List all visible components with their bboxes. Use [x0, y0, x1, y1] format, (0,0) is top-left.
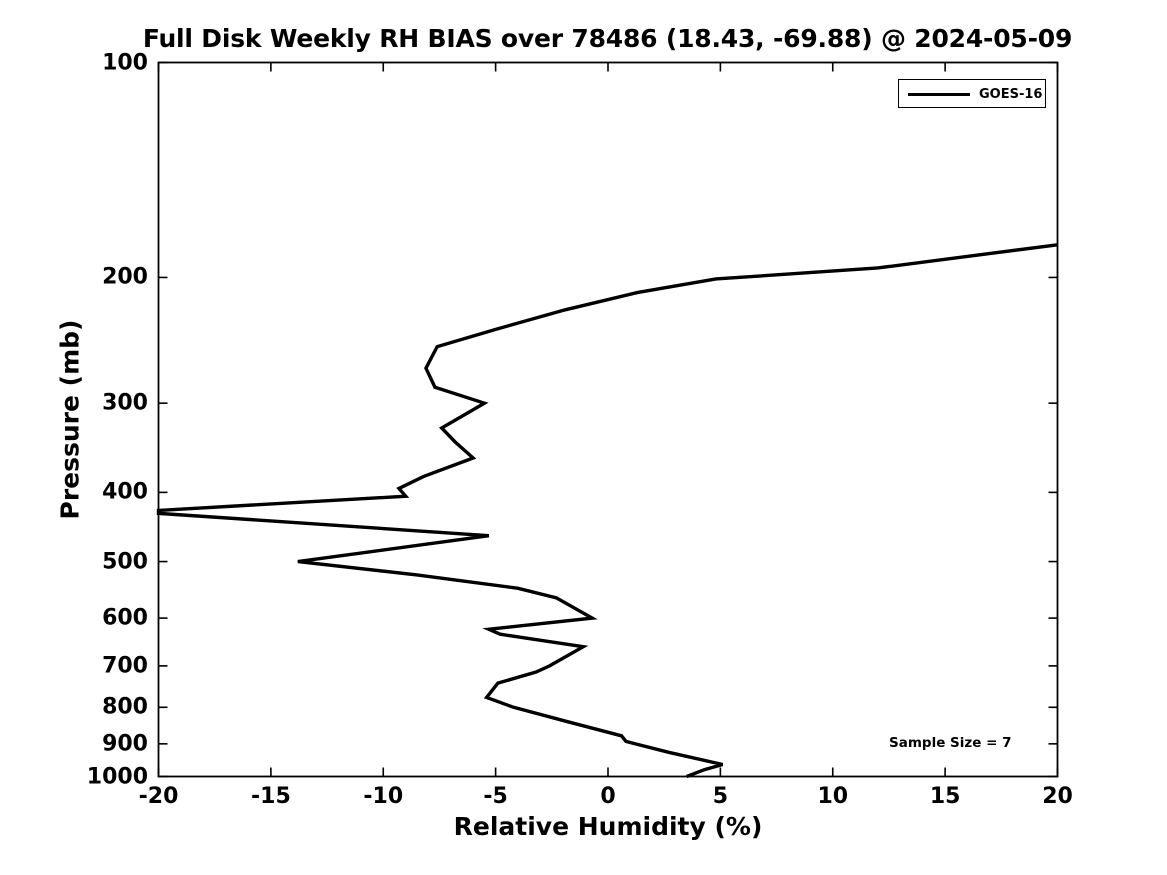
- y-tick-label: 700: [102, 653, 148, 679]
- legend: GOES-16: [898, 79, 1046, 108]
- y-tick-label: 200: [102, 264, 148, 290]
- data-line-goes-16: [156, 243, 1058, 779]
- y-tick-label: 300: [102, 390, 148, 416]
- x-tick-label: -10: [363, 784, 404, 809]
- x-tick-label: -15: [251, 784, 291, 809]
- y-axis-tick-labels: 100 200 300 400 500 600 700 800 900 1000: [28, 0, 148, 875]
- y-tick-label: 500: [102, 549, 148, 575]
- axis-ticks: [157, 61, 1059, 778]
- x-tick-label: -20: [138, 784, 179, 809]
- y-axis-label: Pressure (mb): [55, 319, 85, 520]
- x-tick-label: 0: [600, 784, 616, 809]
- chart-title: Full Disk Weekly RH BIAS over 78486 (18.…: [142, 24, 1073, 53]
- x-axis-label: Relative Humidity (%): [453, 812, 763, 841]
- y-tick-label: 400: [102, 479, 148, 505]
- data-series-group: [156, 243, 1058, 779]
- x-tick-label: 20: [1042, 784, 1073, 809]
- legend-line-sample: [908, 93, 970, 97]
- y-tick-label: 100: [102, 50, 148, 75]
- y-tick-label: 900: [102, 731, 148, 757]
- y-tick-label: 600: [102, 605, 148, 631]
- x-tick-label: 5: [712, 784, 729, 809]
- x-tick-label: 10: [817, 784, 849, 809]
- legend-label-goes16: GOES-16: [979, 87, 1043, 102]
- y-tick-label: 1000: [86, 764, 148, 789]
- axes-frame: [157, 61, 1059, 778]
- sample-size-annotation: Sample Size = 7: [889, 735, 1012, 751]
- x-tick-label: 15: [929, 784, 961, 809]
- x-tick-label: -5: [483, 784, 508, 809]
- y-tick-label: 800: [102, 694, 148, 720]
